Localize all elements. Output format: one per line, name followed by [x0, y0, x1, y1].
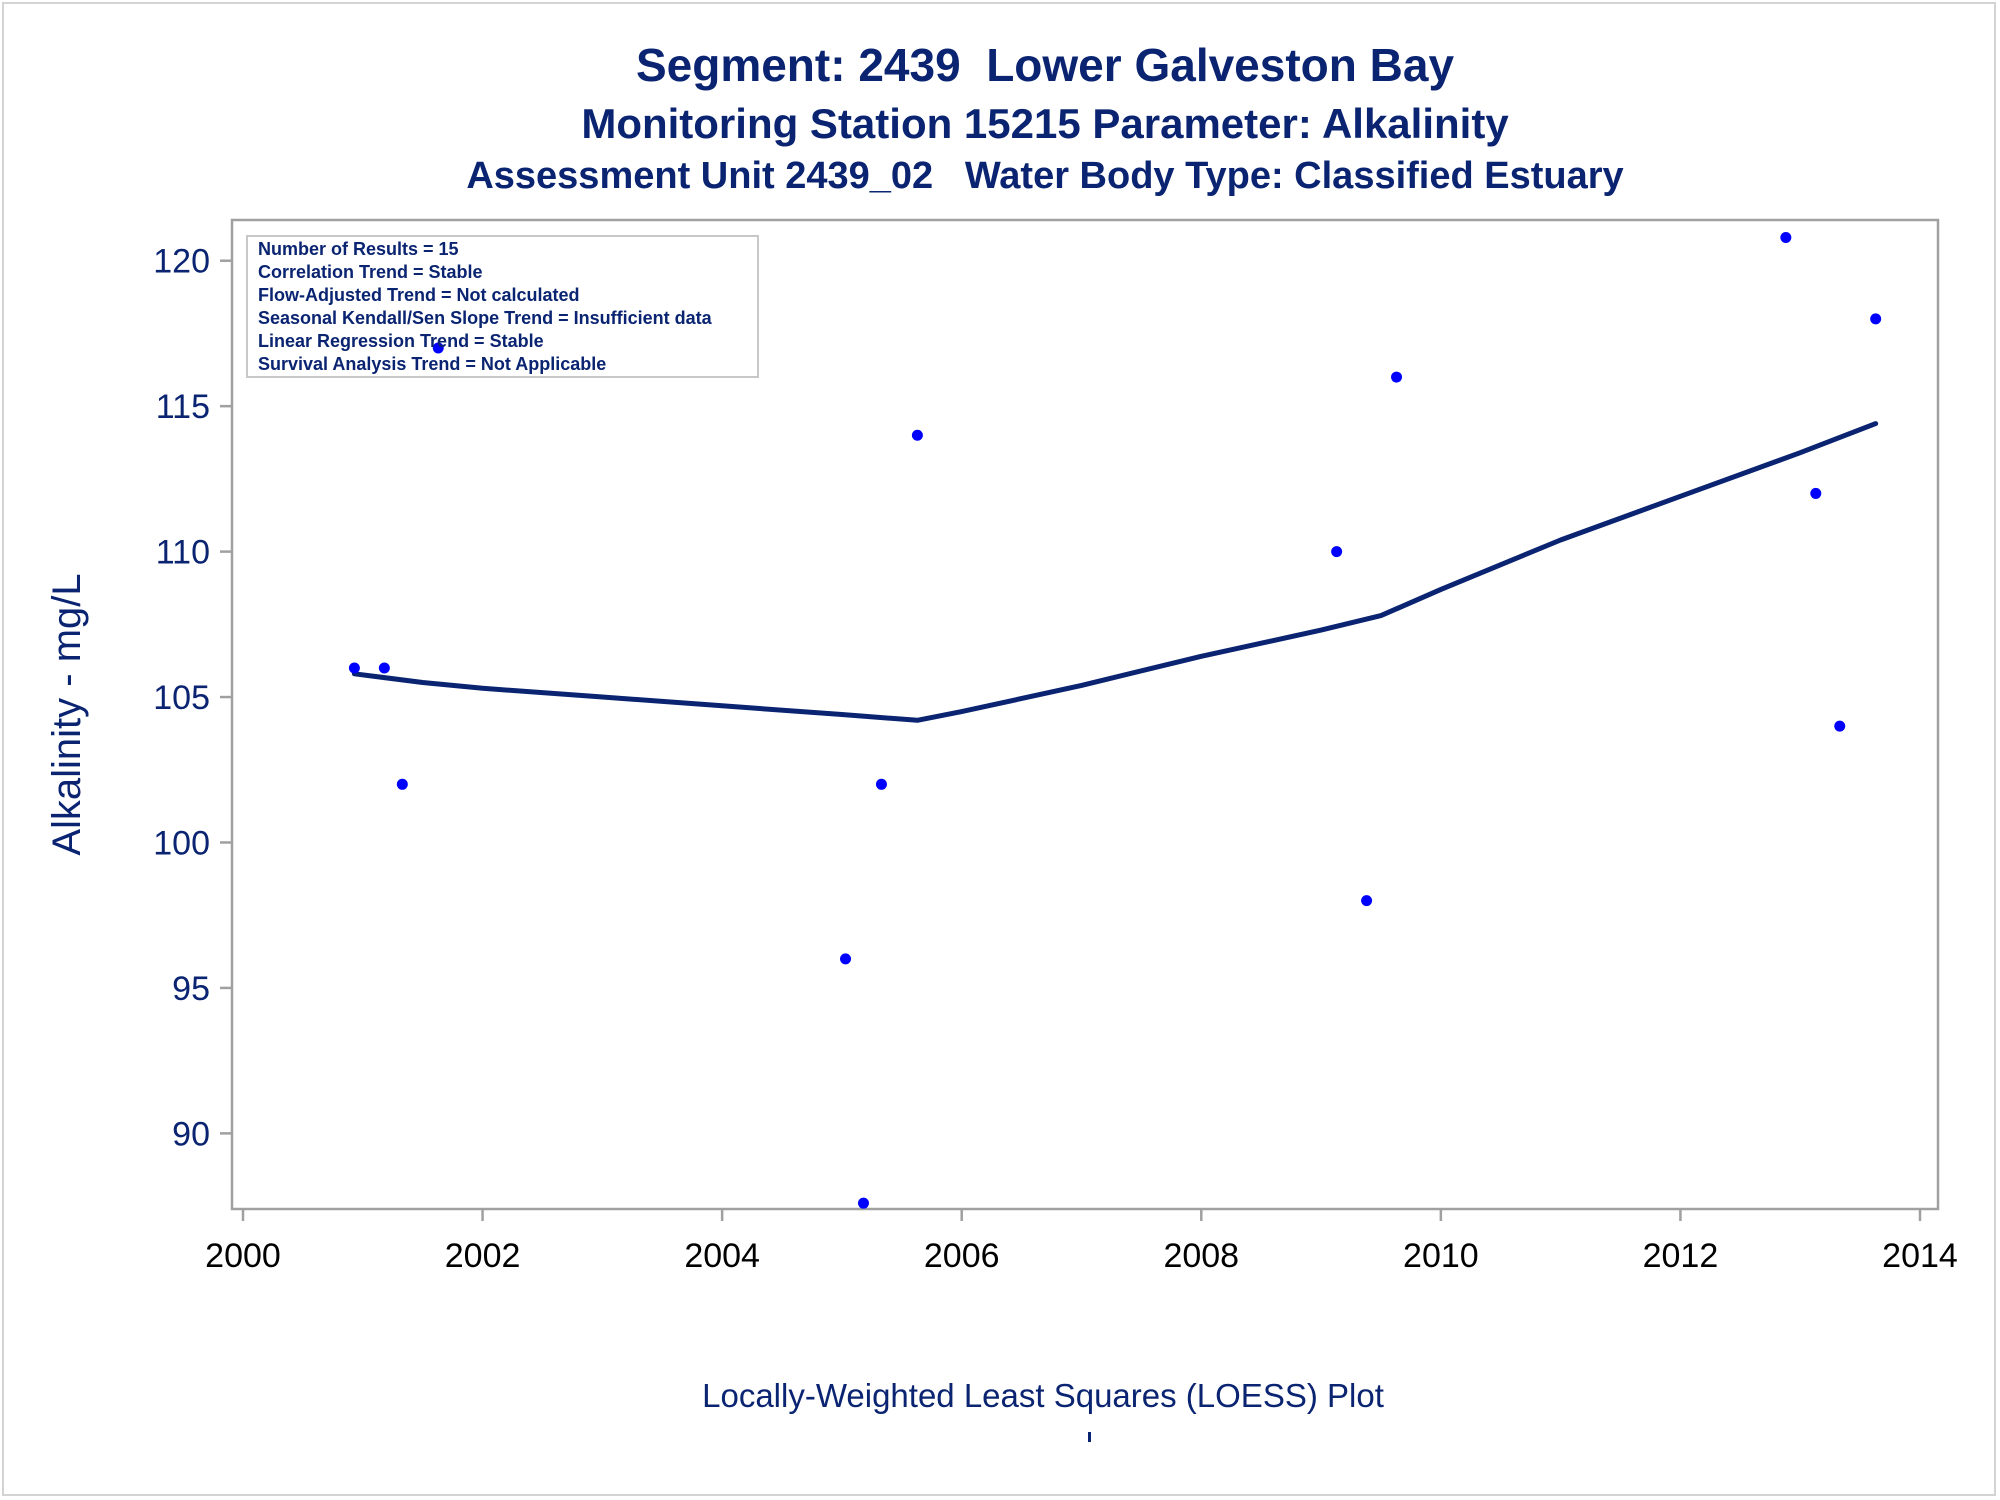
y-tick-label: 110: [156, 534, 210, 572]
data-point: [348, 662, 360, 674]
footnote-mark: [1088, 1432, 1091, 1442]
data-point: [1361, 895, 1373, 907]
info-box-line: Correlation Trend = Stable: [258, 262, 483, 282]
data-point: [378, 662, 390, 674]
x-tick-label: 2004: [684, 1237, 760, 1275]
chart-title: Segment: 2439 Lower Galveston Bay: [635, 39, 1455, 91]
data-point: [1391, 371, 1403, 383]
info-box-line: Linear Regression Trend = Stable: [258, 331, 544, 351]
info-box-line: Survival Analysis Trend = Not Applicable: [258, 354, 606, 374]
data-point: [875, 778, 887, 790]
data-point: [911, 429, 923, 441]
x-tick-label: 2008: [1163, 1237, 1239, 1275]
data-point: [432, 342, 444, 354]
data-point: [1331, 546, 1343, 558]
data-point: [396, 778, 408, 790]
x-tick-label: 2000: [205, 1237, 281, 1275]
y-tick-label: 105: [153, 679, 210, 717]
x-tick-label: 2010: [1403, 1237, 1479, 1275]
y-tick-label: 115: [156, 388, 210, 426]
info-box-line: Flow-Adjusted Trend = Not calculated: [258, 285, 580, 305]
data-points: [348, 231, 1882, 1209]
y-tick-label: 100: [153, 824, 210, 862]
data-point: [1810, 487, 1822, 499]
loess-line: [351, 421, 1879, 723]
y-tick-label: 90: [172, 1115, 210, 1153]
data-point: [840, 953, 852, 965]
info-box-line: Number of Results = 15: [258, 239, 459, 259]
y-tick-label: 120: [153, 243, 210, 281]
data-point: [1780, 231, 1792, 243]
y-axis-label: Alkalinity - mg/L: [45, 573, 89, 855]
y-axis: 90 95 100 105 110 115 120: [153, 243, 232, 1153]
chart-subtitle-station: Monitoring Station 15215 Parameter: Alka…: [581, 100, 1509, 147]
x-axis: 2000 2002 2004 2006 2008 2010 2012 2014: [205, 1209, 1958, 1275]
y-tick-label: 95: [172, 970, 210, 1008]
plot-area: [230, 218, 1940, 1211]
data-point: [1870, 313, 1882, 325]
x-tick-label: 2006: [924, 1237, 1000, 1275]
footnote: Locally-Weighted Least Squares (LOESS) P…: [702, 1377, 1384, 1414]
trend-info-box: Number of Results = 15 Correlation Trend …: [246, 235, 759, 378]
x-tick-label: 2002: [445, 1237, 521, 1275]
info-box-border: [246, 235, 759, 378]
x-tick-label: 2012: [1643, 1237, 1719, 1275]
info-box-line: Seasonal Kendall/Sen Slope Trend = Insuf…: [258, 308, 713, 328]
data-point: [1834, 720, 1846, 732]
data-point: [857, 1197, 869, 1209]
x-tick-label: 2014: [1882, 1237, 1958, 1275]
chart-subtitle-assessment: Assessment Unit 2439_02 Water Body Type:…: [466, 155, 1624, 197]
